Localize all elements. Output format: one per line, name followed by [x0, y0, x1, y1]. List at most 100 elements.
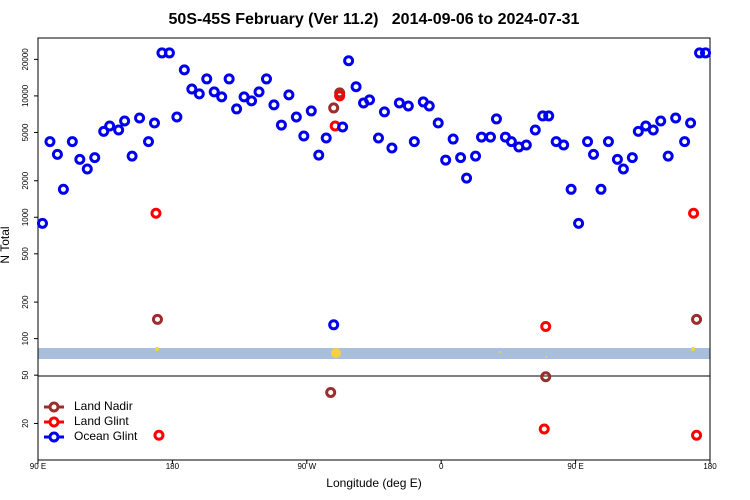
point: [253, 86, 265, 98]
point: [153, 429, 165, 441]
point: [350, 81, 362, 93]
point: [386, 142, 398, 154]
point: [98, 125, 110, 137]
point: [275, 119, 287, 131]
point: [455, 152, 467, 164]
y-tick-label: 10000: [21, 84, 30, 107]
point: [119, 115, 131, 127]
point: [268, 99, 280, 111]
legend-marker: [48, 401, 60, 413]
point: [691, 313, 703, 325]
point: [66, 136, 78, 148]
point: [148, 117, 160, 129]
x-tick-label: 180: [703, 462, 717, 471]
point: [543, 110, 555, 122]
point: [490, 113, 502, 125]
point: [216, 91, 228, 103]
point: [104, 120, 116, 132]
point: [201, 73, 213, 85]
point: [558, 139, 570, 151]
point: [171, 111, 183, 123]
point: [408, 136, 420, 148]
y-tick-label: 2000: [21, 171, 30, 189]
point: [186, 83, 198, 95]
point: [126, 150, 138, 162]
point: [611, 153, 623, 165]
y-tick-label: 500: [21, 247, 30, 261]
point: [540, 371, 552, 383]
point: [223, 73, 235, 85]
point: [688, 207, 700, 219]
point: [484, 131, 496, 143]
point: [337, 121, 349, 133]
y-tick-label: 20: [21, 418, 30, 427]
point: [685, 117, 697, 129]
point: [364, 94, 376, 106]
point: [461, 172, 473, 184]
point: [529, 124, 541, 136]
point: [582, 136, 594, 148]
point: [440, 154, 452, 166]
point: [540, 320, 552, 332]
point: [298, 130, 310, 142]
point: [632, 125, 644, 137]
point: [393, 97, 405, 109]
point: [74, 153, 86, 165]
legend-label: Land Glint: [74, 414, 129, 428]
point: [647, 124, 659, 136]
point: [655, 115, 667, 127]
point: [432, 117, 444, 129]
x-axis-label: Longitude (deg E): [326, 476, 421, 490]
point: [378, 106, 390, 118]
point: [89, 152, 101, 164]
point: [565, 183, 577, 195]
point: [343, 55, 355, 67]
point: [260, 73, 272, 85]
chart-title: 50S-45S February (Ver 11.2) 2014-09-06 t…: [169, 11, 580, 28]
y-tick-label: 50: [21, 370, 30, 379]
point: [694, 47, 706, 59]
point: [595, 183, 607, 195]
point: [328, 102, 340, 114]
point: [151, 313, 163, 325]
plot-frame: [37, 37, 711, 461]
y-tick-label: 1000: [21, 208, 30, 226]
point: [626, 152, 638, 164]
x-tick-label: 180: [166, 462, 180, 471]
band-dots: [155, 347, 695, 358]
x-tick-label: 90 E: [30, 462, 46, 471]
point: [372, 132, 384, 144]
point: [150, 207, 162, 219]
point: [447, 133, 459, 145]
point: [402, 100, 414, 112]
legend-marker: [48, 416, 60, 428]
y-tick-label: 20000: [21, 48, 30, 71]
point: [334, 90, 346, 102]
point: [178, 64, 190, 76]
point: [538, 423, 550, 435]
point: [670, 112, 682, 124]
point: [679, 136, 691, 148]
point: [246, 95, 258, 107]
point: [325, 386, 337, 398]
point: [617, 163, 629, 175]
legend-marker: [48, 431, 60, 443]
point: [313, 149, 325, 161]
legend-label: Ocean Glint: [74, 429, 138, 443]
legend-label: Land Nadir: [74, 399, 133, 413]
y-tick-label: 100: [21, 331, 30, 345]
point: [143, 136, 155, 148]
point: [51, 148, 63, 160]
point: [290, 111, 302, 123]
y-tick-label: 5000: [21, 123, 30, 141]
point: [328, 319, 340, 331]
point: [57, 183, 69, 195]
x-tick-label: 90 W: [297, 462, 316, 471]
point: [505, 136, 517, 148]
point: [588, 148, 600, 160]
point: [691, 429, 703, 441]
y-axis-label: N Total: [0, 226, 12, 263]
point: [208, 86, 220, 98]
